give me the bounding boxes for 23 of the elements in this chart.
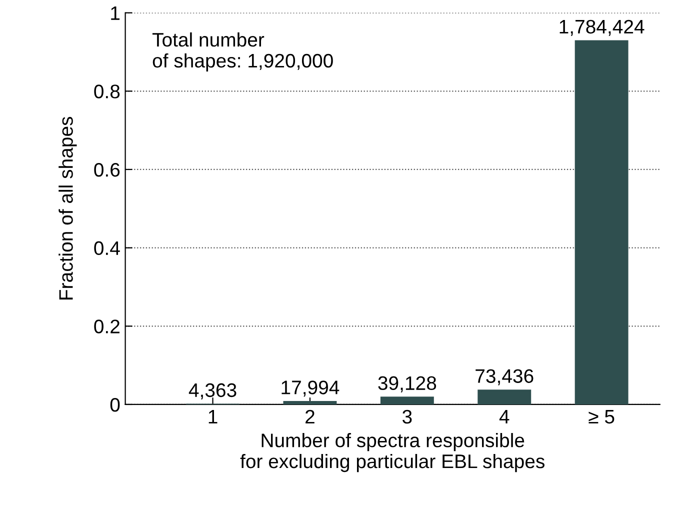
y-tick-label: 0.2 [94,320,120,334]
annotation: 39,128 [378,376,436,392]
annotation: 17,994 [282,380,340,397]
bar [283,400,337,404]
annotation: 1,784,424 [560,20,644,36]
y-tick-label: 0.6 [94,162,120,177]
y-tick-label: 0.4 [94,241,120,256]
x-tick-label: 4 [499,410,510,424]
y-tick-label: 0.8 [94,84,120,98]
annotation: Total number of shapes: 1,920,000 [152,32,333,72]
bar [478,390,532,404]
annotation: 4,363 [188,383,236,400]
x-tick-label: 2 [306,410,314,424]
y-tick-label: 1 [111,6,120,20]
x-axis-title: Number of spectra responsible for excluding particular EBL shapes [240,433,544,472]
x-tick-label: ≥ 5 [588,410,614,424]
bar [380,396,434,404]
annotation: 73,436 [476,369,534,386]
y-tick-label: 0 [110,398,120,412]
x-tick-label: 1 [208,410,218,424]
y-axis-title: Fraction of all shapes [58,116,77,300]
x-tick-label: 3 [402,410,412,424]
bar [574,40,628,404]
